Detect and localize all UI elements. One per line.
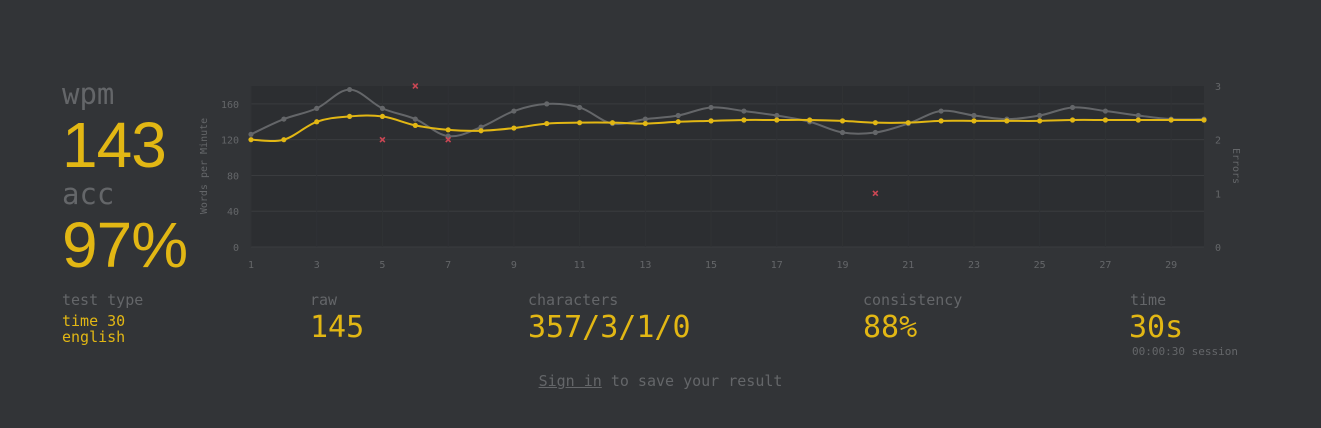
x-tick-label: 19 bbox=[836, 260, 848, 271]
raw-point bbox=[774, 113, 779, 118]
wpm-point bbox=[971, 118, 976, 123]
y-tick-label: 120 bbox=[221, 136, 239, 147]
wpm-point bbox=[807, 117, 812, 122]
wpm-point bbox=[544, 121, 549, 126]
raw-label: raw bbox=[310, 293, 337, 308]
x-tick-label: 11 bbox=[574, 260, 586, 271]
raw-point bbox=[347, 87, 352, 92]
x-tick-label: 1 bbox=[248, 260, 254, 271]
wpm-point bbox=[577, 120, 582, 125]
x-tick-label: 25 bbox=[1034, 260, 1046, 271]
raw-point bbox=[248, 132, 253, 137]
x-tick-label: 17 bbox=[771, 260, 783, 271]
wpm-point bbox=[1169, 117, 1174, 122]
raw-point bbox=[281, 116, 286, 121]
raw-point bbox=[1103, 108, 1108, 113]
wpm-point bbox=[413, 123, 418, 128]
raw-point bbox=[1136, 113, 1141, 118]
consistency-value: 88% bbox=[863, 313, 917, 343]
wpm-point bbox=[708, 118, 713, 123]
save-result-text: to save your result bbox=[602, 372, 783, 390]
y2-tick-label: 0 bbox=[1215, 243, 1221, 254]
wpm-point bbox=[380, 114, 385, 119]
y2-axis-title: Errors bbox=[1230, 148, 1241, 184]
x-tick-label: 5 bbox=[379, 260, 385, 271]
y-tick-label: 40 bbox=[227, 207, 239, 218]
test-type-language: english bbox=[62, 329, 125, 345]
wpm-point bbox=[643, 121, 648, 126]
wpm-point bbox=[610, 120, 615, 125]
raw-point bbox=[840, 130, 845, 135]
wpm-point bbox=[446, 127, 451, 132]
wpm-point bbox=[1201, 117, 1206, 122]
wpm-point bbox=[1136, 117, 1141, 122]
characters-value: 357/3/1/0 bbox=[528, 313, 691, 343]
save-result-prompt: Sign in to save your result bbox=[0, 374, 1321, 389]
y2-tick-label: 1 bbox=[1215, 189, 1221, 200]
wpm-point bbox=[676, 119, 681, 124]
raw-point bbox=[1070, 105, 1075, 110]
x-tick-label: 29 bbox=[1165, 260, 1177, 271]
wpm-point bbox=[873, 120, 878, 125]
raw-point bbox=[971, 113, 976, 118]
test-type-label: test type bbox=[62, 293, 143, 308]
raw-point bbox=[314, 106, 319, 111]
wpm-point bbox=[478, 128, 483, 133]
wpm-point bbox=[248, 137, 253, 142]
raw-point bbox=[511, 108, 516, 113]
raw-point bbox=[1037, 113, 1042, 118]
x-tick-label: 9 bbox=[511, 260, 517, 271]
wpm-point bbox=[347, 114, 352, 119]
consistency-label: consistency bbox=[863, 293, 962, 308]
raw-point bbox=[544, 101, 549, 106]
x-tick-label: 3 bbox=[314, 260, 320, 271]
wpm-point bbox=[906, 120, 911, 125]
test-type-mode: time 30 bbox=[62, 313, 125, 329]
raw-value: 145 bbox=[310, 313, 364, 343]
sign-in-link[interactable]: Sign in bbox=[539, 372, 602, 390]
y2-tick-label: 3 bbox=[1215, 82, 1221, 93]
x-tick-label: 21 bbox=[902, 260, 914, 271]
wpm-point bbox=[1103, 117, 1108, 122]
time-label: time bbox=[1130, 293, 1166, 308]
raw-point bbox=[643, 116, 648, 121]
x-tick-label: 23 bbox=[968, 260, 980, 271]
y-tick-label: 80 bbox=[227, 171, 239, 182]
raw-point bbox=[577, 105, 582, 110]
y-tick-label: 160 bbox=[221, 100, 239, 111]
wpm-point bbox=[741, 117, 746, 122]
raw-point bbox=[708, 105, 713, 110]
wpm-point bbox=[1037, 118, 1042, 123]
time-value: 30s bbox=[1129, 313, 1183, 343]
y-axis-title: Words per Minute bbox=[199, 118, 210, 214]
x-tick-label: 13 bbox=[639, 260, 651, 271]
wpm-point bbox=[511, 125, 516, 130]
x-tick-label: 27 bbox=[1099, 260, 1111, 271]
raw-point bbox=[741, 108, 746, 113]
raw-point bbox=[676, 113, 681, 118]
characters-label: characters bbox=[528, 293, 618, 308]
wpm-point bbox=[1004, 118, 1009, 123]
raw-point bbox=[413, 116, 418, 121]
session-duration: 00:00:30 session bbox=[1132, 346, 1238, 357]
wpm-point bbox=[939, 118, 944, 123]
y-tick-label: 0 bbox=[233, 243, 239, 254]
y2-tick-label: 2 bbox=[1215, 136, 1221, 147]
wpm-point bbox=[281, 137, 286, 142]
raw-point bbox=[939, 108, 944, 113]
raw-point bbox=[873, 130, 878, 135]
wpm-point bbox=[314, 119, 319, 124]
wpm-point bbox=[840, 118, 845, 123]
wpm-point bbox=[774, 117, 779, 122]
x-tick-label: 15 bbox=[705, 260, 717, 271]
x-tick-label: 7 bbox=[445, 260, 451, 271]
wpm-point bbox=[1070, 117, 1075, 122]
raw-point bbox=[380, 106, 385, 111]
